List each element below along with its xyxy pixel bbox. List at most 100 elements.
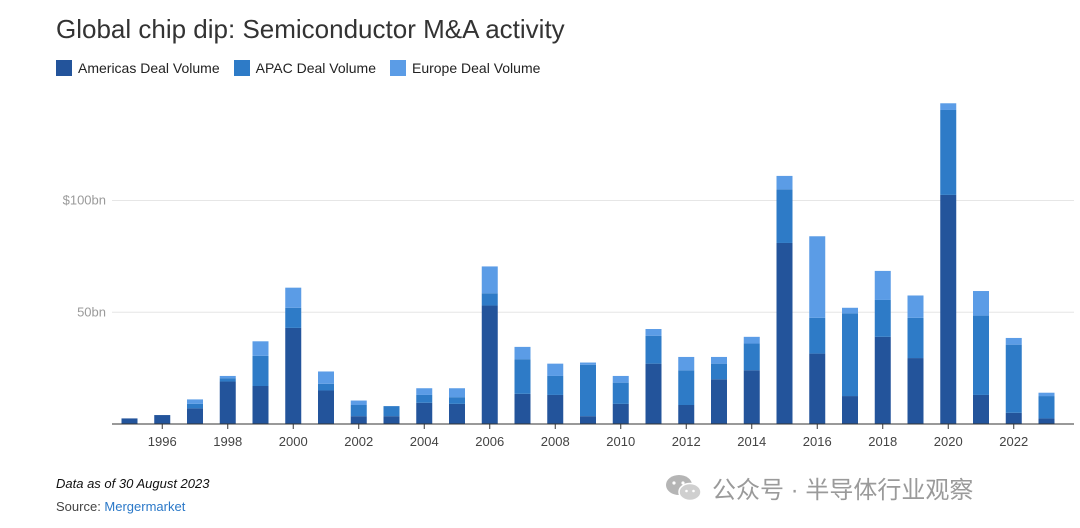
bar-apac-1997: [187, 403, 203, 409]
bar-europe-2006: [481, 266, 498, 294]
legend-item-americas: Americas Deal Volume: [56, 60, 220, 76]
bar-americas-2002: [350, 416, 367, 424]
axis-layer: 50bn $100bn 1996 1998 2000 2002 2004 2006 2008 20…: [63, 193, 1074, 449]
bar-europe-2022: [1005, 337, 1022, 345]
bar-europe-2009: [580, 362, 596, 365]
bar-apac-2011: [645, 335, 662, 364]
bar-americas-2004: [416, 402, 433, 424]
bar-americas-1997: [187, 408, 203, 424]
bar-apac-2000: [285, 307, 302, 328]
bar-apac-2014: [743, 343, 760, 371]
x-tick-label: 1996: [148, 434, 177, 449]
x-tick-label: 2018: [868, 434, 897, 449]
watermark-text: 公众号 · 半导体行业观察: [712, 477, 974, 504]
bar-apac-2019: [907, 317, 924, 359]
bar-europe-2012: [678, 356, 695, 371]
y-tick-label: 50bn: [77, 304, 106, 319]
bar-europe-2020: [940, 103, 957, 110]
bar-americas-2022: [1005, 412, 1022, 424]
bar-apac-1999: [252, 355, 269, 387]
bar-americas-2015: [776, 242, 793, 424]
x-tick-label: 2002: [344, 434, 373, 449]
bar-americas-2014: [743, 370, 760, 424]
bar-europe-2018: [874, 270, 891, 300]
bar-americas-1995: [121, 418, 138, 424]
source-line: Source: Mergermarket: [56, 499, 185, 514]
bar-americas-2003: [383, 416, 400, 424]
bar-apac-2023: [1038, 396, 1055, 419]
grid-layer: [112, 200, 1074, 313]
bar-apac-2022: [1005, 344, 1022, 413]
bar-americas-2016: [809, 353, 826, 424]
bar-americas-2018: [874, 336, 891, 424]
bar-apac-2013: [711, 363, 727, 380]
x-tick-label: 2016: [803, 434, 832, 449]
bar-americas-2006: [481, 305, 498, 424]
x-tick-label: 2004: [410, 434, 439, 449]
bar-apac-1998: [219, 378, 236, 382]
bar-europe-2002: [350, 400, 367, 406]
x-tick-label: 2012: [672, 434, 701, 449]
bar-apac-2005: [449, 397, 465, 404]
bar-layer: [121, 103, 1055, 424]
bar-europe-2015: [776, 175, 793, 190]
x-tick-label: 2008: [541, 434, 570, 449]
bar-americas-2023: [1038, 418, 1055, 424]
bar-europe-2019: [907, 295, 924, 318]
bar-apac-2010: [612, 382, 629, 404]
watermark: 公众号 · 半导体行业观察: [664, 470, 973, 505]
bar-apac-2008: [547, 375, 564, 395]
x-tick-label: 1998: [213, 434, 242, 449]
bar-europe-2011: [645, 329, 662, 336]
bar-americas-2010: [612, 403, 629, 424]
legend-item-apac: APAC Deal Volume: [233, 60, 376, 76]
bar-apac-2009: [580, 364, 596, 417]
bar-europe-2004: [416, 388, 433, 395]
bar-apac-2003: [383, 406, 400, 417]
bar-apac-2020: [940, 109, 957, 195]
bar-europe-1997: [187, 399, 203, 404]
bar-apac-2017: [842, 313, 858, 397]
legend-swatch-americas: [56, 60, 72, 76]
bar-americas-1998: [219, 381, 236, 424]
bar-americas-2000: [285, 327, 302, 424]
chart-title: Global chip dip: Semiconductor M&A activ…: [56, 14, 565, 44]
bar-apac-2015: [776, 189, 793, 243]
bar-americas-2012: [678, 405, 695, 424]
bar-europe-2014: [743, 336, 760, 344]
x-tick-label: 2006: [475, 434, 504, 449]
bar-europe-2001: [318, 371, 334, 384]
bar-europe-2017: [842, 307, 858, 314]
bar-europe-2013: [711, 356, 727, 364]
bar-europe-1998: [219, 375, 236, 379]
legend-item-europe: Europe Deal Volume: [389, 60, 541, 76]
bar-apac-2004: [416, 394, 433, 403]
source-prefix: Source:: [56, 499, 105, 514]
bar-europe-2010: [612, 375, 629, 383]
legend-swatch-apac: [233, 60, 250, 76]
bar-americas-2011: [645, 363, 662, 424]
bar-americas-2007: [514, 393, 531, 424]
bar-americas-2001: [318, 390, 334, 424]
bar-europe-2016: [809, 236, 826, 318]
bar-americas-1996: [154, 415, 171, 424]
bar-americas-2009: [580, 416, 596, 424]
bar-apac-2012: [678, 370, 695, 406]
legend-label-apac: APAC Deal Volume: [255, 60, 376, 76]
bar-europe-2005: [449, 388, 465, 398]
x-tick-label: 2000: [279, 434, 308, 449]
bar-europe-2023: [1038, 392, 1055, 397]
bar-americas-2020: [940, 194, 957, 424]
bar-americas-1999: [252, 386, 269, 424]
legend-label-europe: Europe Deal Volume: [411, 60, 541, 76]
bar-americas-2017: [842, 396, 858, 424]
source-link[interactable]: Mergermarket: [104, 499, 186, 514]
bar-europe-2007: [514, 346, 531, 360]
bar-americas-2005: [449, 403, 465, 424]
x-tick-label: 2020: [934, 434, 963, 449]
x-tick-label: 2014: [737, 434, 766, 449]
x-tick-label: 2022: [999, 434, 1028, 449]
bar-americas-2021: [973, 394, 989, 424]
bar-europe-2008: [547, 363, 564, 376]
